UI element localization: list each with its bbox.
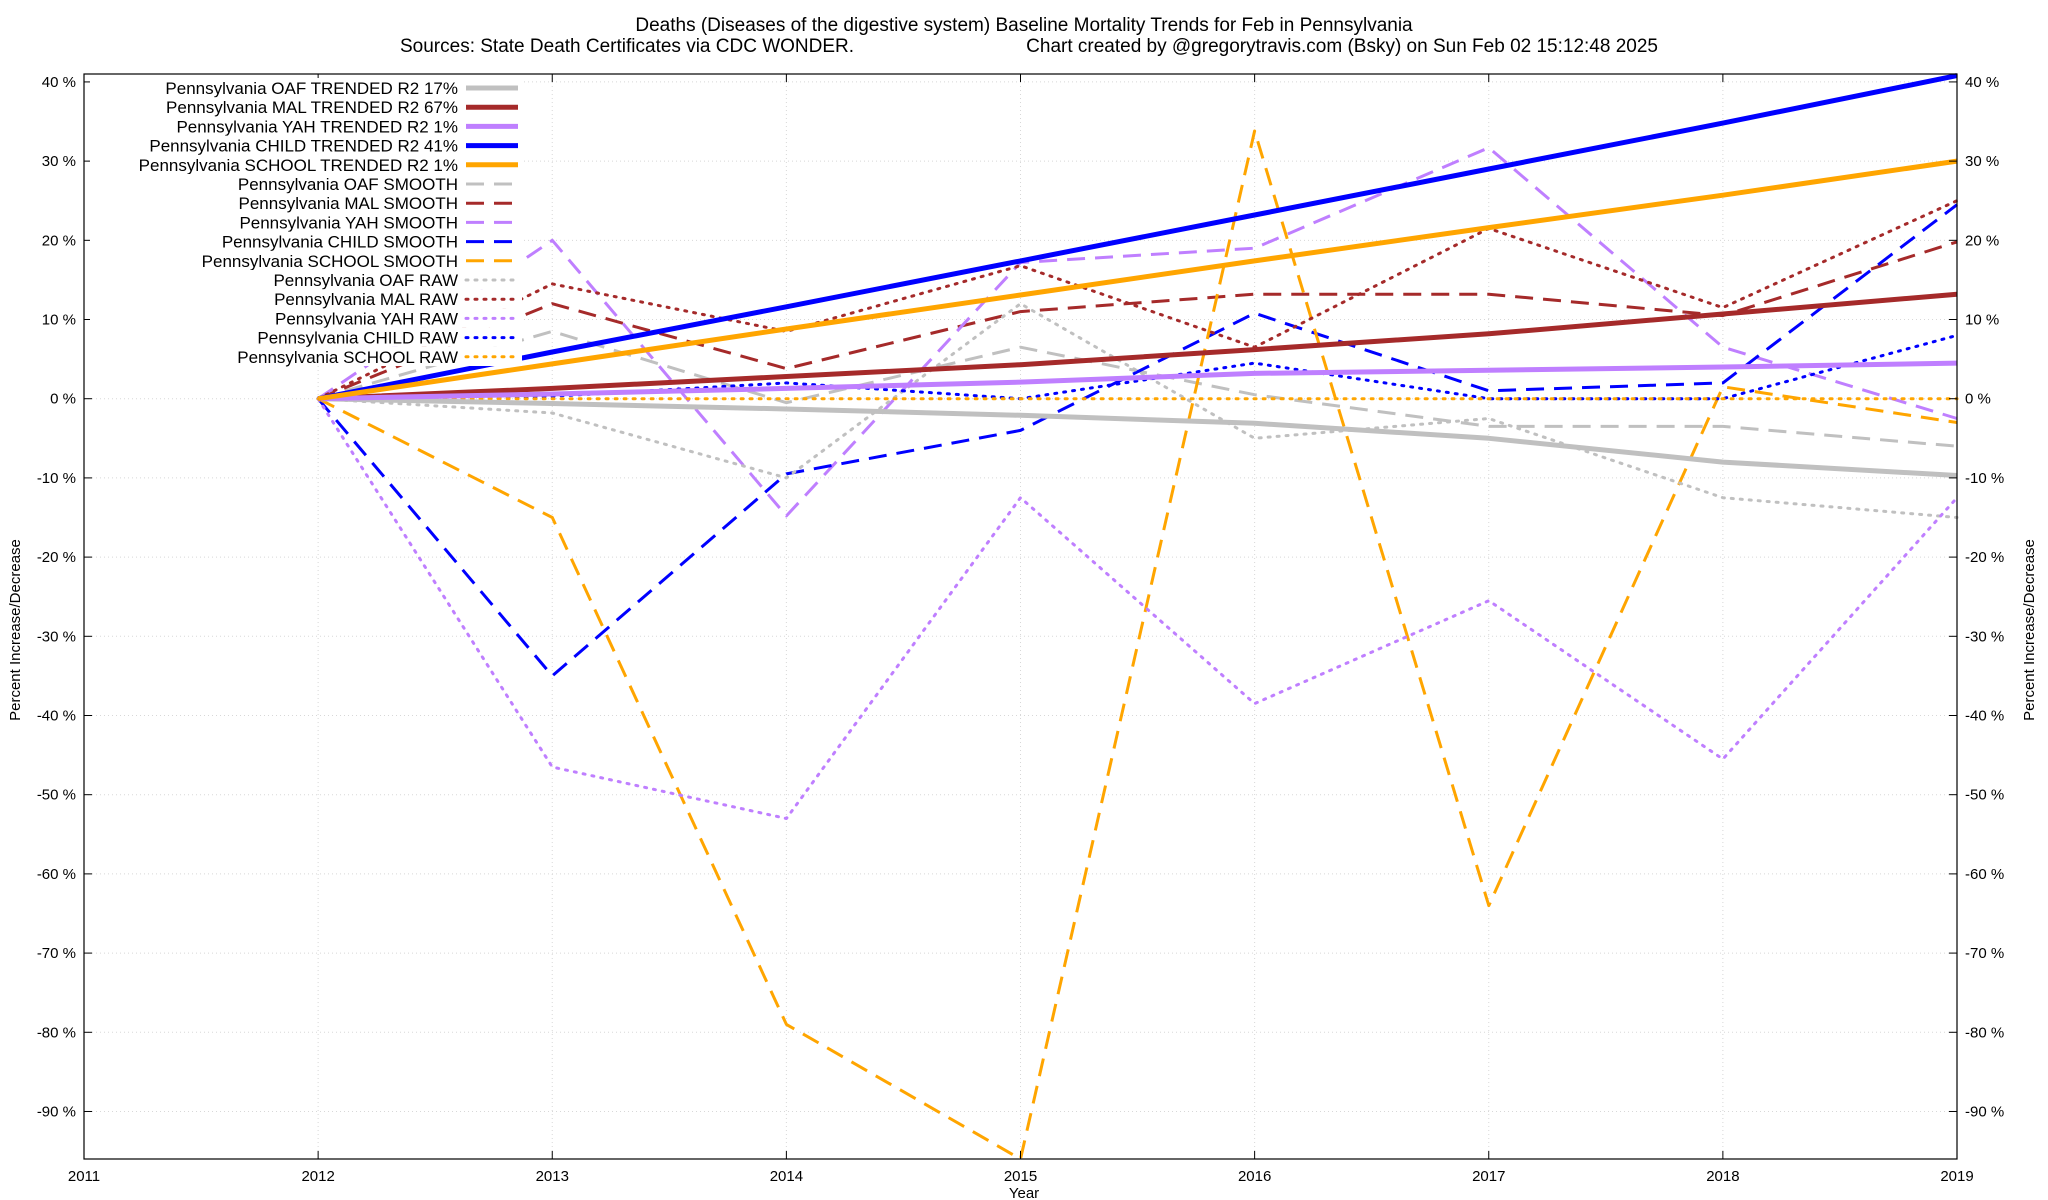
legend-entry-bg [90, 231, 522, 251]
legend-entry-label: Pennsylvania MAL RAW [274, 290, 458, 309]
legend-entry-label: Pennsylvania OAF RAW [273, 271, 458, 290]
legend-entry-bg [90, 270, 522, 290]
legend-entry-label: Pennsylvania MAL TRENDED R2 67% [166, 98, 458, 117]
legend-entry-label: Pennsylvania YAH RAW [275, 309, 458, 328]
y-tick-label-right: -20 % [1965, 549, 2004, 566]
legend-entry-label: Pennsylvania CHILD SMOOTH [222, 233, 458, 252]
y-tick-label-right: -50 % [1965, 787, 2004, 804]
series-line-0 [318, 396, 1958, 478]
series-line-9 [317, 129, 1958, 1161]
series-line-2 [318, 360, 1958, 402]
axis-ticks: 2011 2012 2013 2014 2015 2016 2017 2018 2019 40 %… [37, 74, 2004, 1185]
y-tick-label-right: 30 % [1965, 153, 1999, 170]
y-tick-label-left: -80 % [37, 1024, 76, 1041]
y-tick-label-right: 40 % [1965, 74, 1999, 91]
y-tick-label-right: -30 % [1965, 628, 2004, 645]
y-tick-label-right: -70 % [1965, 945, 2004, 962]
legend-entry-bg [90, 78, 522, 98]
series-lines [316, 73, 1959, 1161]
legend-entry-bg [90, 174, 522, 194]
legend-entry-bg [90, 116, 522, 136]
x-tick-label: 2018 [1706, 1168, 1739, 1185]
y-tick-label-right: -40 % [1965, 707, 2004, 724]
y-tick-label-right: 0 % [1965, 391, 1991, 408]
y-tick-label-left: -60 % [37, 866, 76, 883]
x-tick-label: 2016 [1238, 1168, 1271, 1185]
legend-entry-bg [90, 154, 522, 174]
legend-entry-label: Pennsylvania CHILD RAW [257, 329, 458, 348]
x-tick-label: 2019 [1940, 1168, 1973, 1185]
legend-entry-bg [90, 308, 522, 328]
legend-entry-label: Pennsylvania MAL SMOOTH [239, 194, 459, 213]
x-tick-label: 2013 [536, 1168, 569, 1185]
x-tick-label: 2017 [1472, 1168, 1505, 1185]
legend-entry-bg [90, 212, 522, 232]
y-axis-label-right: Percent Increase/Decrease [2021, 539, 2038, 721]
legend-entry-label: Pennsylvania YAH SMOOTH [239, 213, 458, 232]
legend-entry-bg [90, 135, 522, 155]
series-line-1 [317, 291, 1958, 402]
y-tick-label-left: -70 % [37, 945, 76, 962]
series-line-8 [316, 203, 1958, 678]
legend: Pennsylvania OAF TRENDED R2 17%Pennsylva… [90, 78, 522, 367]
chart-title: Deaths (Diseases of the digestive system… [635, 15, 1413, 36]
legend-entry-bg [90, 289, 522, 309]
legend-entry-label: Pennsylvania SCHOOL RAW [237, 348, 458, 367]
y-tick-label-left: 10 % [42, 312, 76, 329]
y-axis-label-left: Percent Increase/Decrease [7, 539, 24, 721]
x-tick-label: 2011 [68, 1168, 100, 1185]
chart-subtitle-credit: Chart created by @gregorytravis.com (Bsk… [1026, 36, 1658, 57]
series-line-6 [317, 240, 1958, 401]
y-tick-label-left: -10 % [37, 470, 76, 487]
legend-entry-bg [90, 346, 522, 366]
x-axis-label: Year [1009, 1185, 1039, 1200]
x-tick-label: 2012 [301, 1168, 334, 1185]
series-line-4 [317, 158, 1958, 402]
y-tick-label-right: -10 % [1965, 470, 2004, 487]
y-tick-label-right: 10 % [1965, 312, 1999, 329]
y-tick-label-left: -20 % [37, 549, 76, 566]
legend-entry-label: Pennsylvania SCHOOL SMOOTH [202, 252, 458, 271]
y-tick-label-right: -60 % [1965, 866, 2004, 883]
y-tick-label-left: 20 % [42, 232, 76, 249]
y-tick-label-left: -30 % [37, 628, 76, 645]
y-tick-label-left: 0 % [50, 391, 76, 408]
y-tick-label-left: -40 % [37, 707, 76, 724]
y-tick-label-left: 40 % [42, 74, 76, 91]
x-tick-label: 2015 [1004, 1168, 1037, 1185]
legend-entry-bg [90, 97, 522, 117]
y-tick-label-left: 30 % [42, 153, 76, 170]
legend-entry-bg [90, 327, 522, 347]
series-line-11 [316, 199, 1959, 401]
legend-entry-label: Pennsylvania CHILD TRENDED R2 41% [149, 137, 458, 156]
y-tick-label-right: 20 % [1965, 232, 1999, 249]
series-line-7 [317, 146, 1958, 518]
y-tick-label-left: -50 % [37, 787, 76, 804]
series-line-3 [317, 73, 1958, 402]
y-tick-label-right: -80 % [1965, 1024, 2004, 1041]
legend-entry-label: Pennsylvania OAF SMOOTH [238, 175, 458, 194]
legend-entry-label: Pennsylvania OAF TRENDED R2 17% [165, 79, 458, 98]
legend-entry-bg [90, 193, 522, 213]
series-line-12 [316, 397, 1959, 820]
y-tick-label-left: -90 % [37, 1103, 76, 1120]
legend-entry-bg [90, 250, 522, 270]
legend-entry-label: Pennsylvania SCHOOL TRENDED R2 1% [139, 156, 458, 175]
x-tick-label: 2014 [770, 1168, 803, 1185]
y-tick-label-right: -90 % [1965, 1103, 2004, 1120]
legend-entry-label: Pennsylvania YAH TRENDED R2 1% [176, 117, 458, 136]
chart-subtitle-source: Sources: State Death Certificates via CD… [400, 36, 854, 57]
